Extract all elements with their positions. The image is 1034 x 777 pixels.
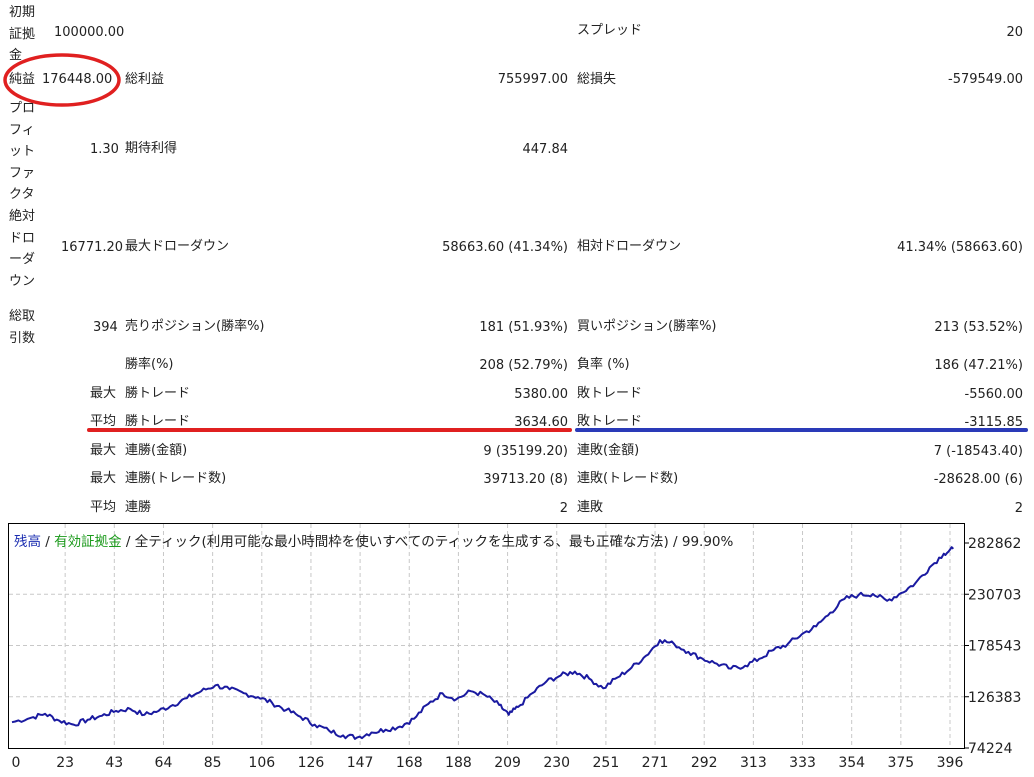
max-prefix-label-3: 最大 (90, 471, 117, 486)
max-consec-losses-money-label: 連敗(金額) (577, 443, 640, 458)
avg-win-value: 3634.60 (514, 415, 568, 430)
net-profit-label: 純益 (9, 72, 36, 87)
short-positions-label: 売りポジション(勝率%) (125, 319, 265, 334)
win-rate-label: 勝率(%) (125, 357, 174, 372)
loss-rate-value: 186 (47.21%) (934, 358, 1023, 373)
avg-consec-wins-label: 連勝 (125, 500, 152, 515)
long-positions-label: 買いポジション(勝率%) (577, 319, 717, 334)
abs-drawdown-value: 16771.20 (61, 240, 124, 255)
largest-prefix-label: 最大 (90, 386, 117, 401)
largest-win-label: 勝トレード (125, 386, 191, 401)
balance-chart: 282862 230703 178543 126383 74224 0 23 43 64 85 1… (0, 523, 1034, 773)
avg-consec-losses-value: 2 (1014, 501, 1023, 516)
x-tick-label: 188 (445, 755, 472, 771)
avg-win-label: 勝トレード (125, 414, 191, 429)
avg-prefix-label-2: 平均 (90, 500, 117, 515)
net-profit-value: 176448.00 (42, 72, 113, 87)
max-consec-losses-money-value: 7 (-18543.40) (933, 444, 1023, 459)
initial-deposit-value: 100000.00 (54, 25, 125, 40)
blue-underline-annotation (575, 428, 1028, 432)
profit-factor-label: プロフィットファクタ (9, 101, 36, 203)
rel-drawdown-value: 41.34% (58663.60) (897, 240, 1023, 255)
x-tick-label: 292 (691, 755, 718, 771)
gross-loss-value: -579549.00 (948, 72, 1023, 87)
y-tick-label: 126383 (968, 690, 1021, 706)
total-trades-label: 総取引数 (9, 309, 36, 346)
avg-loss-value: -3115.85 (964, 415, 1023, 430)
x-tick-label: 375 (887, 755, 914, 771)
x-tick-label: 64 (155, 755, 173, 771)
legend-separator: / (121, 534, 135, 550)
max-consec-profit-label: 連勝(トレード数) (125, 471, 227, 486)
legend-separator: / (668, 534, 682, 550)
largest-win-value: 5380.00 (514, 387, 568, 402)
max-consec-loss-label: 連敗(トレード数) (577, 471, 679, 486)
avg-consec-wins-value: 2 (559, 501, 568, 516)
expected-payoff-value: 447.84 (522, 142, 569, 157)
short-positions-value: 181 (51.93%) (479, 320, 568, 335)
x-tick-label: 85 (204, 755, 222, 771)
x-tick-label: 230 (543, 755, 570, 771)
profit-factor-value: 1.30 (90, 142, 119, 157)
max-prefix-label-2: 最大 (90, 443, 117, 458)
total-trades-value: 394 (93, 320, 118, 335)
y-tick-label: 282862 (968, 536, 1021, 552)
balance-series-line (11, 546, 955, 740)
y-tick-label: 74224 (968, 741, 1013, 757)
legend-separator: / (41, 534, 55, 550)
gross-loss-label: 総損失 (577, 72, 617, 87)
max-drawdown-value: 58663.60 (41.34%) (442, 240, 568, 255)
x-tick-label: 251 (593, 755, 620, 771)
largest-loss-value: -5560.00 (964, 387, 1023, 402)
x-tick-label: 23 (56, 755, 74, 771)
largest-loss-label: 敗トレード (577, 386, 643, 401)
legend-quality: 99.90% (681, 534, 734, 550)
x-tick-label: 354 (838, 755, 865, 771)
avg-loss-label: 敗トレード (577, 414, 643, 429)
x-tick-label: 126 (298, 755, 325, 771)
y-tick-label: 230703 (968, 587, 1021, 603)
average-prefix-label: 平均 (90, 414, 117, 429)
legend-balance: 残高 (14, 534, 41, 550)
balance-chart-svg: 282862 230703 178543 126383 74224 0 23 43 64 85 1… (8, 523, 1021, 771)
y-tick-label: 178543 (968, 639, 1021, 655)
initial-deposit-label: 初期証拠金 (9, 5, 36, 64)
chart-legend: 残高 / 有効証拠金 / 全ティック(利用可能な最小時間枠を使いすべてのティック… (14, 533, 733, 551)
x-tick-label: 43 (105, 755, 123, 771)
gross-profit-label: 総利益 (125, 72, 165, 87)
x-tick-label: 168 (396, 755, 423, 771)
red-underline-annotation (87, 428, 572, 432)
rel-drawdown-label: 相対ドローダウン (577, 239, 682, 254)
x-tick-label: 333 (789, 755, 816, 771)
max-consec-loss-value: -28628.00 (6) (933, 472, 1023, 487)
legend-equity: 有効証拠金 (54, 534, 122, 550)
abs-drawdown-label: 絶対ドローダウン (9, 209, 36, 289)
x-tick-label: 271 (642, 755, 669, 771)
x-tick-label: 313 (740, 755, 767, 771)
avg-consec-losses-label: 連敗 (577, 500, 604, 515)
net-profit-highlight-circle (3, 53, 121, 107)
x-tick-label: 0 (12, 755, 21, 771)
win-rate-value: 208 (52.79%) (479, 358, 568, 373)
long-positions-value: 213 (53.52%) (934, 320, 1023, 335)
max-drawdown-label: 最大ドローダウン (125, 239, 230, 254)
spread-label: スプレッド (577, 23, 643, 38)
gross-profit-value: 755997.00 (497, 72, 568, 87)
max-consec-wins-money-value: 9 (35199.20) (483, 444, 568, 459)
x-tick-label: 396 (937, 755, 964, 771)
spread-value: 20 (1006, 25, 1023, 40)
max-consec-profit-value: 39713.20 (8) (483, 472, 568, 487)
x-tick-label: 209 (494, 755, 521, 771)
x-tick-label: 106 (248, 755, 275, 771)
expected-payoff-label: 期待利得 (125, 141, 178, 156)
x-tick-label: 147 (347, 755, 374, 771)
legend-model: 全ティック(利用可能な最小時間枠を使いすべてのティックを生成する、最も正確な方法… (134, 534, 669, 550)
loss-rate-label: 負率 (%) (577, 357, 630, 372)
max-consec-wins-money-label: 連勝(金額) (125, 443, 188, 458)
